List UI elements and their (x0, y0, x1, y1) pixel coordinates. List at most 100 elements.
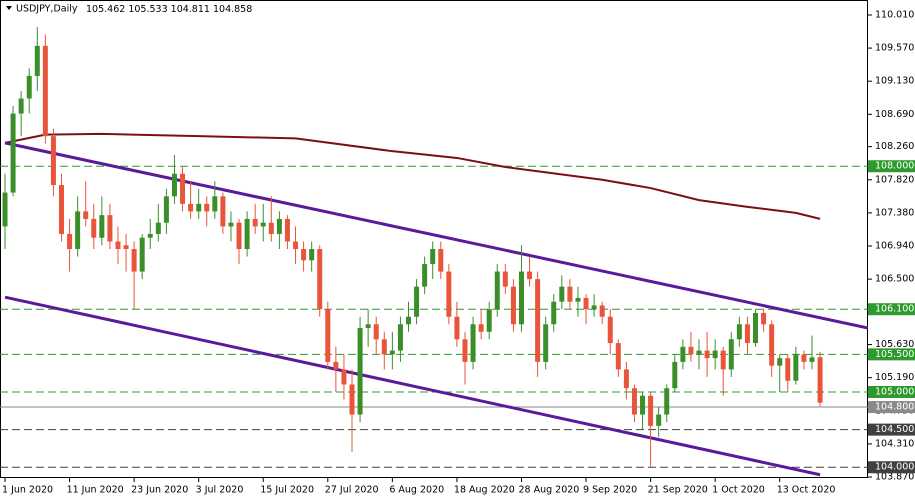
candle-body (228, 222, 234, 227)
candle-body (510, 286, 516, 325)
candle-body (744, 324, 750, 344)
candle-body (736, 324, 742, 340)
x-tick-label: 11 Jun 2020 (67, 485, 124, 496)
y-tick-label: 104.310 (875, 438, 914, 449)
candle-body (252, 218, 258, 227)
candle-body (422, 264, 428, 287)
level-label: 104.000 (875, 462, 914, 473)
candle-body (139, 237, 145, 272)
x-tick-label: 23 Jun 2020 (131, 485, 188, 496)
candle-body (559, 286, 565, 302)
candle-body (293, 241, 299, 250)
low-value: 104.811 (171, 4, 210, 15)
candle-body (761, 312, 767, 325)
x-tick-label: 21 Sep 2020 (648, 485, 708, 496)
candle-body (34, 45, 40, 76)
candle-body (405, 316, 411, 325)
candle-body (284, 218, 290, 242)
x-tick-label: 15 Jul 2020 (260, 485, 314, 496)
candle-body (502, 271, 508, 287)
candle-body (10, 113, 16, 193)
x-tick-label: 6 Aug 2020 (389, 485, 444, 496)
y-tick-label: 110.010 (875, 9, 914, 20)
candle-body (607, 316, 613, 344)
candle-body (42, 45, 48, 137)
candle-body (543, 324, 549, 362)
y-tick-label: 107.820 (875, 174, 914, 185)
candle-body (769, 324, 775, 366)
candle-body (801, 354, 807, 362)
candle-body (188, 203, 194, 212)
level-label: 104.500 (875, 424, 914, 435)
candle-body (204, 203, 210, 212)
candle-body (83, 211, 89, 219)
moving-average (4, 132, 821, 220)
candle-body (389, 350, 395, 355)
candle-body (575, 297, 581, 302)
x-tick-label: 1 Oct 2020 (712, 485, 765, 496)
candle-body (163, 196, 169, 223)
level-box (868, 160, 915, 173)
candle-body (357, 328, 363, 415)
x-tick-label: 27 Jul 2020 (325, 485, 379, 496)
level-label: 105.000 (875, 386, 914, 397)
plot-frame (0, 0, 868, 478)
x-tick-label: 3 Jul 2020 (196, 485, 244, 496)
candle-body (518, 271, 524, 325)
candle-body (527, 271, 533, 280)
candle-body (260, 222, 266, 227)
candle-body (817, 357, 823, 403)
candle-body (591, 305, 597, 310)
candle-body (615, 343, 621, 370)
y-tick-label: 109.130 (875, 76, 914, 87)
candle-body (236, 222, 242, 250)
close-value: 104.858 (213, 4, 252, 15)
candle-body (365, 324, 371, 329)
level-box (868, 348, 915, 361)
candle-body (99, 215, 105, 238)
candle-body (131, 249, 137, 272)
candle-body (373, 324, 379, 340)
level-label: 105.500 (875, 349, 914, 360)
candle-body (785, 358, 791, 381)
candle-body (672, 361, 678, 389)
candle-body (438, 249, 444, 272)
candle-body (2, 192, 8, 227)
candle-body (454, 316, 460, 340)
candle-body (753, 312, 759, 344)
candle-body (648, 395, 654, 426)
y-tick-label: 108.260 (875, 141, 914, 152)
candle-body (75, 211, 81, 250)
candle-body (333, 361, 339, 370)
candle-body (664, 388, 670, 415)
candle-body (244, 218, 250, 250)
y-tick-label: 105.630 (875, 339, 914, 350)
level-label: 106.100 (875, 304, 914, 315)
y-tick-label: 103.870 (875, 472, 914, 483)
candle-body (115, 241, 121, 250)
candle-body (470, 324, 476, 362)
candle-body (58, 185, 64, 234)
level-box (868, 401, 915, 414)
candle-body (196, 203, 202, 212)
axes: 110.010 109.570 109.130 108.690 108.260 107.8… (2, 9, 915, 496)
y-tick-label: 108.690 (875, 109, 914, 120)
plot-area (0, 27, 868, 477)
candle-body (720, 350, 726, 370)
candle-body (171, 173, 177, 197)
candle-body (704, 350, 710, 359)
level-box (868, 423, 915, 436)
trend-line (4, 295, 821, 477)
x-tick-label: 18 Aug 2020 (454, 485, 515, 496)
y-tick-label: 105.190 (875, 372, 914, 383)
candle-body (430, 249, 436, 265)
candle-body (478, 324, 484, 332)
candle-body (809, 357, 815, 362)
candle-body (494, 271, 500, 310)
y-tick-label: 106.500 (875, 274, 914, 285)
y-tick-label: 106.940 (875, 240, 914, 251)
candle-body (341, 369, 347, 385)
candle-body (309, 249, 315, 261)
candle-body (712, 350, 718, 359)
